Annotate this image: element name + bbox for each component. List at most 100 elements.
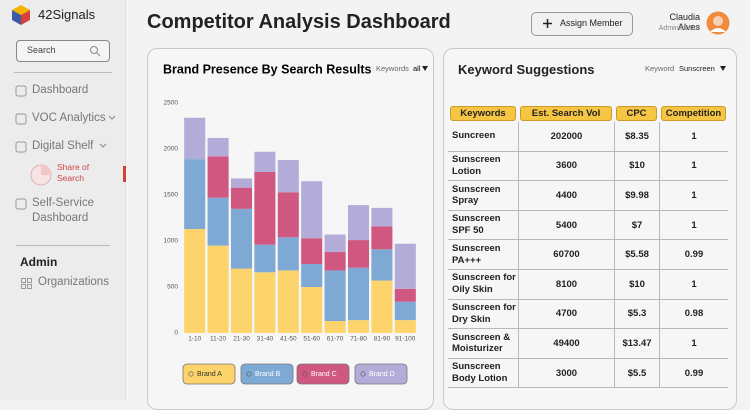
nav-item[interactable]: VOC Analytics xyxy=(32,112,106,124)
bar-segment[interactable] xyxy=(371,207,393,227)
admin-heading: Admin xyxy=(20,255,58,269)
bar-segment[interactable] xyxy=(207,197,229,246)
bar-segment[interactable] xyxy=(230,178,253,188)
filter-label: Keywords xyxy=(376,64,409,73)
assign-member-button[interactable]: Assign Member xyxy=(531,12,633,36)
x-tick-label: 91-100 xyxy=(395,336,416,343)
bar-segment[interactable] xyxy=(184,229,206,333)
avatar[interactable] xyxy=(706,11,730,35)
bar-segment[interactable] xyxy=(301,238,323,264)
bar-segment[interactable] xyxy=(301,181,323,239)
bar-segment[interactable] xyxy=(347,320,370,333)
search-box[interactable]: Search xyxy=(16,40,110,62)
search-placeholder: Search xyxy=(27,45,56,55)
bar-segment[interactable] xyxy=(324,252,346,271)
value-cell: 3000 xyxy=(518,358,614,389)
value-cell: $5.58 xyxy=(614,240,659,270)
bar-segment[interactable] xyxy=(324,321,346,333)
nav-icon xyxy=(15,141,27,153)
value-cell: 8100 xyxy=(518,269,614,300)
icon-shape xyxy=(15,141,27,153)
nav-item[interactable]: Dashboard xyxy=(32,84,89,96)
y-tick-label: 0 xyxy=(174,330,178,337)
legend-item[interactable]: Brand D xyxy=(354,363,408,385)
bar-segment[interactable] xyxy=(230,208,253,269)
nav-icon xyxy=(15,85,27,97)
chevron-line xyxy=(99,143,107,148)
bar-segment[interactable] xyxy=(347,267,370,321)
filter-value[interactable]: Sunscreen xyxy=(679,64,715,73)
column-header: Competition xyxy=(661,105,726,121)
button-label: Assign Member xyxy=(560,18,623,28)
nav-item[interactable]: Digital Shelf xyxy=(32,140,94,152)
keyword-cell: Sunscreen for Dry Skin xyxy=(448,300,518,330)
value-cell: 5400 xyxy=(518,210,614,241)
value-cell: 4400 xyxy=(518,181,614,211)
y-tick-label: 2500 xyxy=(164,100,179,107)
bar-segment[interactable] xyxy=(207,137,229,157)
legend-label: Brand A xyxy=(197,371,222,378)
bar-segment[interactable] xyxy=(277,192,299,238)
x-tick-label: 71-80 xyxy=(350,336,367,343)
bar-segment[interactable] xyxy=(324,270,346,322)
bar-segment[interactable] xyxy=(230,187,253,209)
keyword-table: Keywords Est. Search Vol CPC Competition Sun… xyxy=(448,104,728,389)
bar-segment[interactable] xyxy=(254,151,276,172)
legend-item[interactable]: Brand A xyxy=(182,363,236,385)
bar-segment[interactable] xyxy=(371,226,393,250)
bar-segment[interactable] xyxy=(394,288,416,302)
filter-value[interactable]: all xyxy=(413,64,421,73)
bar-segment[interactable] xyxy=(324,234,346,253)
filter-label: Keyword xyxy=(645,64,675,73)
bar-segment[interactable] xyxy=(230,268,253,333)
legend-item[interactable]: Brand C xyxy=(296,363,350,385)
bar-segment[interactable] xyxy=(254,272,276,333)
legend-pill xyxy=(354,363,408,385)
x-tick-label: 41-50 xyxy=(280,336,297,343)
bar-segment[interactable] xyxy=(371,249,393,281)
logo-icon xyxy=(12,5,30,25)
legend-label: Brand B xyxy=(255,371,281,378)
x-tick-label: 11-20 xyxy=(210,336,227,343)
bar-segment[interactable] xyxy=(371,280,393,333)
value-cell: $10 xyxy=(614,151,659,182)
dropdown-arrow xyxy=(422,66,428,71)
chevron xyxy=(99,143,107,148)
y-tick-label: 2000 xyxy=(164,146,179,153)
bar-segment[interactable] xyxy=(277,160,299,193)
bar-segment[interactable] xyxy=(394,301,416,321)
bar-segment[interactable] xyxy=(347,240,370,268)
page: Competitor Analysis Dashboard {"sidebar"… xyxy=(12,0,737,410)
bar-segment[interactable] xyxy=(347,205,370,241)
header-cell: CPC xyxy=(614,104,659,122)
y-tick-label: 1000 xyxy=(164,238,179,245)
chevron-line xyxy=(108,115,116,120)
nav-item[interactable]: Self-Service Dashboard xyxy=(32,197,94,224)
bar-segment[interactable] xyxy=(184,159,206,230)
legend-marker xyxy=(246,371,252,377)
user-role: Administrator xyxy=(658,25,700,32)
bar-segment[interactable] xyxy=(254,172,276,245)
keyword-cell: Sunscreen Spray xyxy=(448,181,518,211)
keywords-title: Keyword Suggestions xyxy=(458,62,595,77)
column-header: Est. Search Vol xyxy=(520,105,612,121)
value-cell: 0.99 xyxy=(659,240,728,270)
value-cell: 60700 xyxy=(518,240,614,270)
y-tick-label: 500 xyxy=(167,284,178,291)
bar-segment[interactable] xyxy=(301,264,323,287)
bar-segment[interactable] xyxy=(184,117,206,160)
nav-item[interactable]: Organizations xyxy=(38,276,109,288)
header-cell: Keywords xyxy=(448,104,518,122)
dropdown-arrow xyxy=(720,66,726,71)
bar-segment[interactable] xyxy=(277,237,299,271)
legend-item[interactable]: Brand B xyxy=(240,363,294,385)
bar-segment[interactable] xyxy=(277,270,299,333)
bar-segment[interactable] xyxy=(254,244,276,273)
nav-icon xyxy=(15,198,27,210)
bar-segment[interactable] xyxy=(301,287,323,333)
bar-segment[interactable] xyxy=(394,320,416,333)
bar-segment[interactable] xyxy=(394,243,416,289)
bar-segment[interactable] xyxy=(207,156,229,198)
bar-segment[interactable] xyxy=(207,245,229,333)
nav-item[interactable]: Share of Search xyxy=(57,162,90,184)
